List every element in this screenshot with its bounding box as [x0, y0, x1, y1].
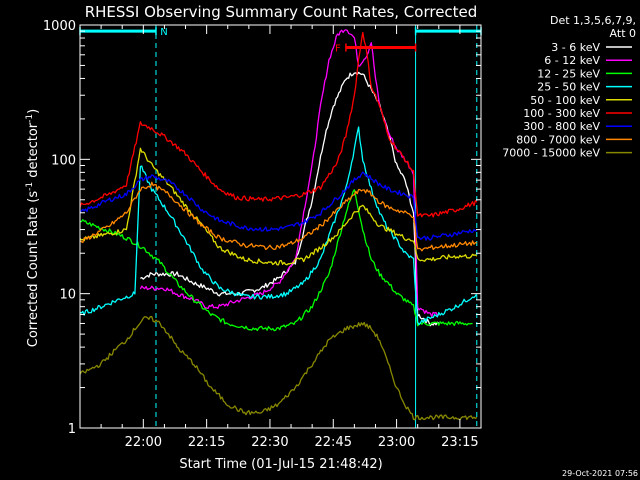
- series-line: [79, 181, 477, 252]
- annotation-label: F: [335, 43, 341, 54]
- y-axis-label-part: detector: [26, 122, 41, 182]
- series-line: [139, 29, 440, 318]
- series-line: [140, 71, 440, 327]
- series-line: [79, 147, 478, 266]
- legend-label: 6 - 12 keV: [544, 54, 600, 67]
- y-tick-label: 10: [59, 288, 76, 303]
- legend-label: 800 - 7000 keV: [516, 133, 600, 146]
- legend-label: 7000 - 15000 keV: [502, 147, 600, 160]
- chart-title: RHESSI Observing Summary Count Rates, Co…: [85, 3, 478, 21]
- legend-label: 50 - 100 keV: [530, 94, 600, 107]
- axes: 1 10 100 1000 22:00 22:15 22:30 22:45 23:00 23:15: [43, 19, 482, 450]
- y-tick-label: 1: [68, 422, 76, 437]
- series-line: [79, 189, 473, 332]
- x-tick-label: 22:15: [188, 435, 225, 450]
- series-line: [79, 315, 478, 421]
- y-axis-label-sup: -1: [25, 114, 35, 123]
- x-tick-label: 22:30: [251, 435, 288, 450]
- y-axis-label-part: Corrected Count Rate (s: [26, 191, 41, 348]
- y-tick-label: 100: [51, 153, 76, 168]
- x-tick-label: 22:00: [125, 435, 162, 450]
- x-tick-label: 22:45: [315, 435, 352, 450]
- legend-header-line-2: Att 0: [610, 27, 636, 40]
- y-axis-label: Corrected Count Rate (s-1 detector-1): [25, 109, 41, 347]
- series-line: [79, 31, 478, 218]
- y-tick-label: 1000: [43, 19, 76, 34]
- series-layer: [79, 29, 478, 421]
- legend-label: 25 - 50 keV: [537, 81, 600, 94]
- legend-header-line-1: Det 1,3,5,6,7,9,: [550, 14, 636, 27]
- plot-frame: [79, 24, 482, 429]
- x-tick-label: 23:15: [441, 435, 478, 450]
- series-line: [79, 126, 478, 326]
- legend-label: 100 - 300 keV: [523, 107, 600, 120]
- legend-label: 3 - 6 keV: [551, 41, 600, 54]
- x-axis-label: Start Time (01-Jul-15 21:48:42): [179, 457, 382, 472]
- x-tick-label: 23:00: [378, 435, 415, 450]
- footer-timestamp: 29-Oct-2021 07:56: [562, 469, 638, 478]
- y-axis-label-sup: -1: [25, 182, 35, 191]
- series-line: [79, 171, 478, 241]
- annotation-layer: NF: [79, 27, 482, 54]
- legend-label: 12 - 25 keV: [537, 67, 600, 80]
- legend-label: 300 - 800 keV: [523, 120, 600, 133]
- annotation-label: N: [160, 27, 167, 38]
- y-axis-label-part: ): [26, 109, 41, 114]
